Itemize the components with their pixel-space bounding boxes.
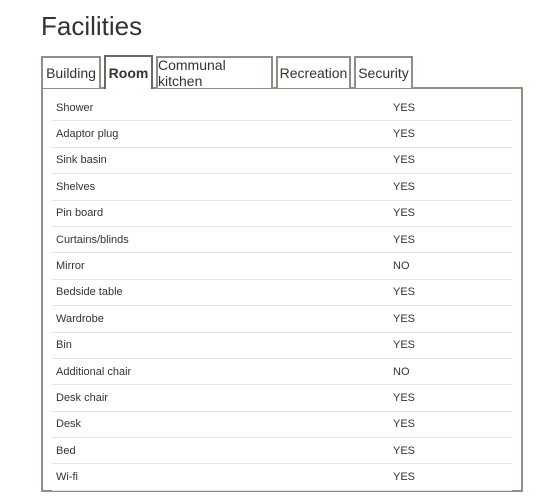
room-facilities-table: Shower YES Adaptor plug YES Sink basin Y… [52, 95, 512, 491]
facility-name: Shower [56, 101, 94, 114]
facility-value: YES [393, 339, 416, 352]
facility-name: Bed [56, 444, 76, 457]
facility-name: Bedside table [56, 286, 123, 299]
table-row: Bedside table YES [52, 280, 512, 307]
facility-value: YES [393, 207, 416, 220]
table-row: Mirror NO [52, 253, 512, 280]
facility-name: Desk [56, 418, 82, 431]
table-row: Bin YES [52, 333, 512, 359]
facility-value: YES [393, 154, 416, 167]
facility-value: YES [393, 180, 416, 193]
facility-name: Mirror [56, 260, 85, 273]
table-row: Wi-fi YES [52, 464, 512, 491]
facility-value: NO [393, 260, 410, 273]
facility-value: YES [393, 128, 416, 141]
table-row: Shelves YES [52, 174, 512, 201]
facility-value: YES [393, 101, 416, 114]
table-row: Desk YES [52, 412, 512, 439]
facility-name: Shelves [56, 180, 96, 193]
table-row: Shower YES [52, 95, 512, 122]
facility-value: YES [393, 312, 416, 325]
facility-name: Wi-fi [56, 471, 78, 484]
facility-value: YES [393, 391, 416, 404]
table-row: Pin board YES [52, 201, 512, 227]
facility-name: Wardrobe [56, 312, 104, 325]
page-title: Facilities [41, 11, 143, 41]
facility-tabs: Building Room Communal kitchen Recreatio… [41, 55, 416, 89]
facility-name: Sink basin [56, 154, 107, 167]
table-row: Curtains/blinds YES [52, 227, 512, 254]
facility-value: YES [393, 233, 416, 246]
table-row: Wardrobe YES [52, 306, 512, 333]
facility-name: Bin [56, 339, 72, 352]
facility-value: YES [393, 471, 416, 484]
facility-name: Adaptor plug [56, 128, 119, 141]
facility-name: Curtains/blinds [56, 233, 129, 246]
table-row: Sink basin YES [52, 148, 512, 175]
facility-value: YES [393, 418, 416, 431]
tab-security[interactable]: Security [354, 56, 413, 88]
tab-communal-kitchen[interactable]: Communal kitchen [156, 56, 273, 89]
tab-recreation[interactable]: Recreation [276, 56, 351, 88]
table-row: Adaptor plug YES [52, 121, 512, 148]
table-row: Bed YES [52, 438, 512, 465]
tab-room[interactable]: Room [104, 55, 153, 89]
room-facilities-panel: Shower YES Adaptor plug YES Sink basin Y… [41, 87, 523, 492]
tab-building[interactable]: Building [41, 56, 101, 88]
facility-value: NO [393, 365, 410, 378]
table-row: Desk chair YES [52, 385, 512, 412]
facility-value: YES [393, 444, 416, 457]
table-row: Additional chair NO [52, 359, 512, 386]
facility-name: Pin board [56, 207, 104, 220]
facility-name: Desk chair [56, 391, 108, 404]
facility-name: Additional chair [56, 365, 132, 378]
facility-value: YES [393, 286, 416, 299]
